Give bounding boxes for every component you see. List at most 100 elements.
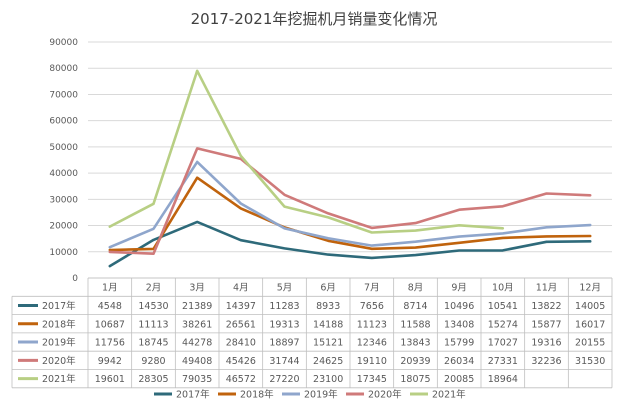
legend-label: 2020年 — [368, 389, 402, 401]
legend-label: 2018年 — [240, 389, 274, 401]
chart-title: 2017-2021年挖掘机月销量变化情况 — [191, 10, 438, 28]
data-label: 12346 — [357, 338, 387, 349]
data-label: 20155 — [575, 338, 605, 349]
table-series-name: 2021年 — [42, 373, 76, 385]
data-label: 10541 — [488, 301, 518, 312]
y-tick-label: 40000 — [49, 169, 78, 179]
data-label: 11588 — [400, 319, 430, 330]
data-label: 11113 — [138, 319, 168, 330]
data-label: 19601 — [95, 374, 125, 385]
data-label: 8714 — [403, 301, 427, 312]
x-tick-label: 7月 — [364, 283, 380, 294]
data-label: 26561 — [226, 319, 256, 330]
data-label: 13843 — [400, 338, 430, 349]
data-label: 31744 — [269, 356, 299, 367]
data-label: 15799 — [444, 338, 474, 349]
data-label: 10496 — [444, 301, 474, 312]
data-label: 14530 — [138, 301, 168, 312]
data-label: 14188 — [313, 319, 343, 330]
legend-label: 2019年 — [304, 389, 338, 401]
x-tick-label: 12月 — [579, 283, 601, 294]
data-label: 18897 — [269, 338, 299, 349]
series-line-2018年 — [108, 176, 592, 252]
y-tick-label: 60000 — [49, 117, 78, 127]
data-label: 19316 — [531, 338, 561, 349]
data-label: 18075 — [400, 374, 430, 385]
data-label: 18745 — [138, 338, 168, 349]
data-label: 10687 — [95, 319, 125, 330]
data-label: 4548 — [98, 301, 122, 312]
data-label: 9942 — [98, 356, 122, 367]
data-label: 13408 — [444, 319, 474, 330]
data-label: 27220 — [269, 374, 299, 385]
data-label: 15121 — [313, 338, 343, 349]
data-label: 28305 — [138, 374, 168, 385]
data-label: 27331 — [488, 356, 518, 367]
data-label: 28410 — [226, 338, 256, 349]
x-tick-label: 9月 — [451, 283, 467, 294]
legend-label: 2021年 — [432, 389, 466, 401]
data-label: 24625 — [313, 356, 343, 367]
data-table: 1月 2月 3月 4月 5月 6月 7月 8月 9月 10月 11月 12月 2017年 4548 1453… — [11, 277, 613, 389]
data-label: 17345 — [357, 374, 387, 385]
data-label: 13822 — [531, 301, 561, 312]
data-label: 44278 — [182, 338, 212, 349]
data-label: 9280 — [141, 356, 165, 367]
data-label: 19313 — [269, 319, 299, 330]
data-label: 16017 — [575, 319, 605, 330]
table-series-name: 2020年 — [42, 355, 76, 367]
y-tick-label: 30000 — [49, 195, 78, 205]
table-series-name: 2017年 — [42, 300, 76, 312]
data-label: 79035 — [182, 374, 212, 385]
series-line-2021年 — [108, 69, 505, 234]
y-tick-label: 50000 — [49, 143, 78, 153]
data-label: 46572 — [226, 374, 256, 385]
series-line-2019年 — [108, 160, 592, 249]
x-tick-label: 10月 — [492, 283, 514, 294]
data-label: 23100 — [313, 374, 343, 385]
data-label: 14397 — [226, 301, 256, 312]
data-label: 20085 — [444, 374, 474, 385]
y-tick-label: 90000 — [49, 38, 78, 48]
x-tick-label: 4月 — [233, 283, 249, 294]
table-series-name: 2019年 — [42, 337, 76, 349]
y-tick-label: 20000 — [49, 222, 78, 232]
data-label: 49408 — [182, 356, 212, 367]
data-label: 26034 — [444, 356, 474, 367]
y-tick-label: 70000 — [49, 90, 78, 100]
x-tick-label: 6月 — [320, 283, 336, 294]
data-label: 17027 — [488, 338, 518, 349]
data-label: 15877 — [531, 319, 561, 330]
series-line-2020年 — [108, 147, 592, 255]
data-label: 14005 — [575, 301, 605, 312]
y-tick-label: 0 — [72, 274, 78, 284]
data-label: 20939 — [400, 356, 430, 367]
data-label: 45426 — [226, 356, 256, 367]
x-tick-label: 1月 — [102, 283, 118, 294]
data-label: 32236 — [531, 356, 561, 367]
data-label: 8933 — [316, 301, 340, 312]
legend-label: 2017年 — [176, 389, 210, 401]
y-tick-label: 10000 — [49, 248, 78, 258]
data-label: 31530 — [575, 356, 605, 367]
table-series-name: 2018年 — [42, 318, 76, 330]
y-tick-label: 80000 — [49, 64, 78, 74]
data-label: 18964 — [488, 374, 518, 385]
y-axis-tick-labels: 0 10000 20000 30000 40000 50000 60000 70000 8000… — [49, 38, 78, 284]
x-tick-label: 2月 — [146, 283, 162, 294]
data-label: 15274 — [488, 319, 518, 330]
data-label: 11283 — [269, 301, 299, 312]
data-label: 19110 — [357, 356, 387, 367]
data-label: 21389 — [182, 301, 212, 312]
series-lines — [108, 69, 592, 268]
legend: 2017年 2018年 2019年 2020年 2021年 — [154, 389, 466, 401]
data-label: 11123 — [357, 319, 387, 330]
x-tick-label: 8月 — [408, 283, 424, 294]
x-tick-label: 3月 — [189, 283, 205, 294]
data-label: 38261 — [182, 319, 212, 330]
x-tick-label: 5月 — [277, 283, 293, 294]
data-label: 7656 — [360, 301, 384, 312]
series-line-2017年 — [108, 220, 592, 268]
data-label: 11756 — [95, 338, 125, 349]
